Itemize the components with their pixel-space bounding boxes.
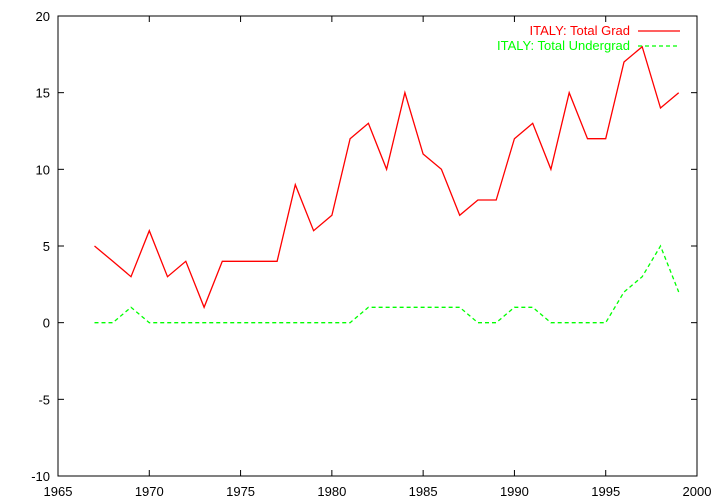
series-line-1 <box>94 244 680 324</box>
x-tick-label: 1995 <box>591 484 620 499</box>
x-tick-label: 1965 <box>44 484 73 499</box>
y-tick-label: 0 <box>43 316 50 331</box>
y-axis: -10 -5 0 5 10 15 20 <box>31 9 697 484</box>
x-tick-label: 1970 <box>135 484 164 499</box>
x-tick-label: 1980 <box>317 484 346 499</box>
series-layer <box>94 45 680 324</box>
x-tick-label: 1975 <box>226 484 255 499</box>
x-tick-label: 1990 <box>500 484 529 499</box>
series-line-0 <box>94 45 680 310</box>
y-tick-label: -5 <box>38 392 50 407</box>
x-tick-label: 1985 <box>409 484 438 499</box>
legend-label-0: ITALY: Total Grad <box>530 23 630 38</box>
plot-frame <box>57 15 698 477</box>
y-tick-label: 15 <box>36 86 50 101</box>
x-tick-label: 2000 <box>683 484 712 499</box>
x-axis: 1965 1970 1975 1980 1985 1990 1995 2000 <box>44 16 712 499</box>
y-tick-label: 10 <box>36 162 50 177</box>
y-tick-label: -10 <box>31 469 50 484</box>
legend-label-1: ITALY: Total Undergrad <box>497 38 630 53</box>
y-tick-label: 20 <box>36 9 50 24</box>
y-tick-label: 5 <box>43 239 50 254</box>
